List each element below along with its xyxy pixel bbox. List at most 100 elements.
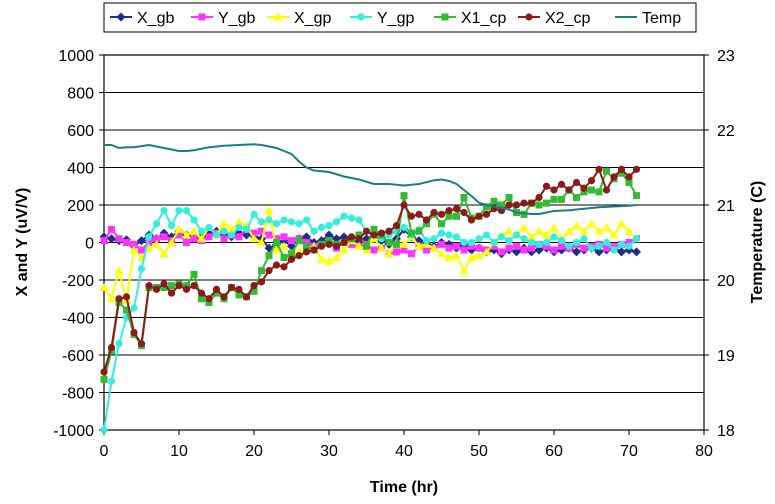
data-point-x-gp	[354, 241, 364, 250]
legend-label-y-gb: Y_gb	[218, 10, 255, 27]
data-point-y-gb	[610, 242, 618, 250]
data-point-x-gp	[429, 243, 439, 252]
data-point-x1-cp	[295, 237, 303, 245]
data-point-x2-cp	[460, 208, 468, 217]
data-point-x1-cp	[265, 252, 273, 260]
legend-label-x1-cp: X1_cp	[461, 10, 506, 27]
data-point-x-gp	[182, 230, 191, 239]
data-point-y-gb	[160, 233, 168, 241]
data-point-x2-cp	[137, 340, 146, 348]
data-point-x2-cp	[535, 193, 543, 202]
data-point-x-gp	[459, 266, 469, 275]
data-point-y-gp	[572, 238, 581, 247]
legend-marker-x2-cp	[525, 13, 533, 21]
data-point-x1-cp	[573, 194, 580, 201]
data-point-x-gp	[189, 226, 199, 235]
data-point-x2-cp	[595, 165, 603, 173]
data-point-x-gp	[384, 249, 394, 258]
data-point-x2-cp	[475, 212, 483, 220]
data-point-x-gp	[249, 234, 259, 243]
data-point-x2-cp	[130, 328, 138, 337]
data-point-y-gb	[123, 239, 130, 246]
data-point-x2-cp	[265, 267, 273, 275]
data-point-y-gp	[527, 238, 536, 247]
y-axis-title: X and Y (uV/V)	[14, 188, 31, 297]
data-point-x-gb	[572, 247, 581, 257]
data-point-y-gp	[355, 216, 363, 224]
data-point-y-gb	[280, 233, 288, 241]
data-point-y-gp	[332, 218, 341, 226]
data-point-y-gp	[520, 235, 528, 243]
data-point-x-gb	[632, 247, 641, 257]
data-point-x-gp	[527, 232, 536, 241]
data-point-x2-cp	[332, 242, 341, 250]
data-point-x-gb	[617, 247, 626, 257]
data-point-x1-cp	[408, 229, 415, 237]
legend-item-x-gb: X_gb	[110, 10, 174, 27]
data-point-x1-cp	[168, 282, 175, 290]
data-point-x1-cp	[385, 239, 393, 246]
data-point-y-gp	[422, 237, 431, 245]
data-point-x1-cp	[603, 167, 610, 175]
data-point-x2-cp	[317, 242, 326, 250]
data-point-y-gp	[317, 223, 326, 232]
y2-tick-label: 20	[717, 273, 735, 290]
data-point-y-gb	[393, 248, 400, 256]
x-tick-label: 50	[470, 443, 488, 460]
data-point-y-gp	[460, 238, 468, 247]
data-point-y-gp	[302, 216, 311, 224]
data-point-y-gb	[250, 229, 258, 237]
data-point-y-gp	[250, 210, 258, 218]
legend-item-x2-cp: X2_cp	[518, 10, 590, 27]
data-point-y-gp	[602, 238, 611, 247]
data-point-y-gp	[220, 227, 228, 235]
legend-label-x-gb: X_gb	[137, 10, 174, 27]
y-tick-label: -600	[62, 348, 94, 365]
data-point-y-gp	[437, 229, 446, 237]
data-point-x-gp	[257, 238, 266, 246]
data-point-y-gb	[190, 235, 198, 243]
data-point-x2-cp	[310, 246, 318, 254]
data-point-y-gb	[423, 246, 430, 254]
x-tick-label: 70	[620, 443, 638, 460]
data-point-x-gp	[414, 241, 424, 250]
data-point-x-gp	[197, 234, 206, 243]
data-point-y-gb	[475, 244, 483, 252]
data-point-x2-cp	[107, 343, 116, 352]
data-point-x-gb	[594, 247, 604, 257]
data-point-x1-cp	[445, 212, 453, 220]
data-point-x1-cp	[453, 212, 460, 220]
data-point-y-gb	[513, 242, 520, 250]
data-point-y-gp	[190, 216, 198, 224]
data-point-x-gp	[99, 283, 109, 291]
data-point-y-gp	[257, 218, 266, 226]
gridlines	[104, 92, 704, 393]
x-tick-label: 40	[395, 443, 413, 460]
series-group	[99, 143, 641, 434]
data-point-x2-cp	[422, 216, 431, 224]
data-point-x-gp	[317, 254, 326, 263]
y-tick-label: 400	[67, 161, 94, 178]
data-point-x-gp	[519, 223, 529, 231]
legend-item-y-gb: Y_gb	[191, 10, 255, 27]
data-point-x1-cp	[595, 188, 603, 196]
data-point-x1-cp	[393, 240, 400, 248]
data-point-x2-cp	[520, 199, 528, 207]
data-point-y-gp	[212, 231, 221, 239]
data-point-x1-cp	[213, 289, 220, 297]
y-tick-label: 600	[67, 123, 94, 140]
data-point-x2-cp	[340, 238, 348, 247]
data-point-x2-cp	[550, 186, 558, 194]
data-point-x-gp	[534, 226, 544, 235]
data-point-x-gb	[107, 234, 116, 244]
data-point-x2-cp	[572, 178, 581, 187]
data-point-y-gb	[265, 231, 273, 239]
data-point-y-gp	[325, 222, 333, 230]
data-point-y-gp	[512, 231, 521, 239]
y2-tick-label: 21	[717, 198, 735, 215]
data-point-y-gp	[167, 222, 176, 230]
data-point-y-gp	[205, 223, 213, 232]
x-tick-label: 60	[545, 443, 563, 460]
data-point-y-gb	[550, 246, 558, 254]
